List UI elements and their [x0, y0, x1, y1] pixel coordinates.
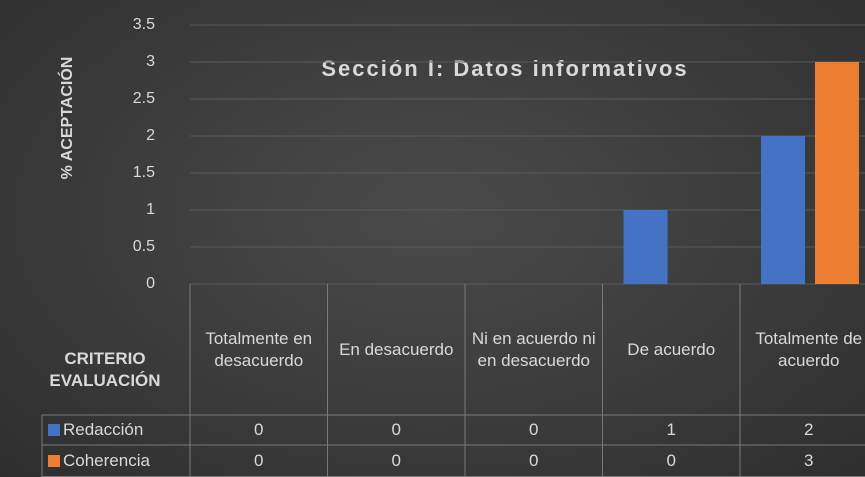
x-tick-label: Totalmente en desacuerdo: [205, 328, 313, 370]
bar: [761, 136, 805, 284]
y-tick-label: 2: [146, 127, 155, 144]
x-axis-title: CRITERIO EVALUACIÓN: [49, 349, 161, 390]
legend-swatch: [48, 424, 60, 436]
chart-title: Sección I: Datos informativos: [321, 56, 688, 81]
y-tick-label: 0.5: [133, 238, 155, 255]
x-tick-label: Totalmente de acuerdo: [755, 328, 863, 370]
legend-label: Redacción: [63, 420, 144, 439]
legend-entry: Redacción: [42, 415, 190, 445]
table-value: 0: [391, 451, 401, 470]
legend-label: Coherencia: [63, 451, 150, 470]
legend-entry: Coherencia: [42, 445, 190, 477]
y-tick-label: 0: [146, 275, 155, 292]
y-tick-label: 3.5: [133, 16, 155, 33]
y-tick-label: 1: [146, 201, 155, 218]
y-tick-label: 1.5: [133, 164, 155, 181]
table-value: 2: [804, 420, 814, 439]
table-value: 3: [804, 451, 814, 470]
legend-swatch: [48, 455, 60, 467]
y-axis-title: % ACEPTACIÓN: [57, 57, 76, 180]
bar: [815, 62, 859, 284]
table-value: 0: [529, 451, 539, 470]
y-tick-label: 2.5: [133, 90, 155, 107]
y-tick-label: 3: [146, 53, 155, 70]
x-tick-label: En desacuerdo: [339, 339, 454, 359]
x-tick-label: Ni en acuerdo ni en desacuerdo: [471, 328, 596, 370]
table-value: 0: [391, 420, 401, 439]
x-tick-label: De acuerdo: [627, 339, 716, 359]
table-value: 0: [529, 420, 539, 439]
bar: [623, 210, 668, 284]
table-value: 0: [254, 451, 264, 470]
table-value: 1: [666, 420, 676, 439]
table-value: 0: [666, 451, 676, 470]
table-value: 0: [254, 420, 264, 439]
